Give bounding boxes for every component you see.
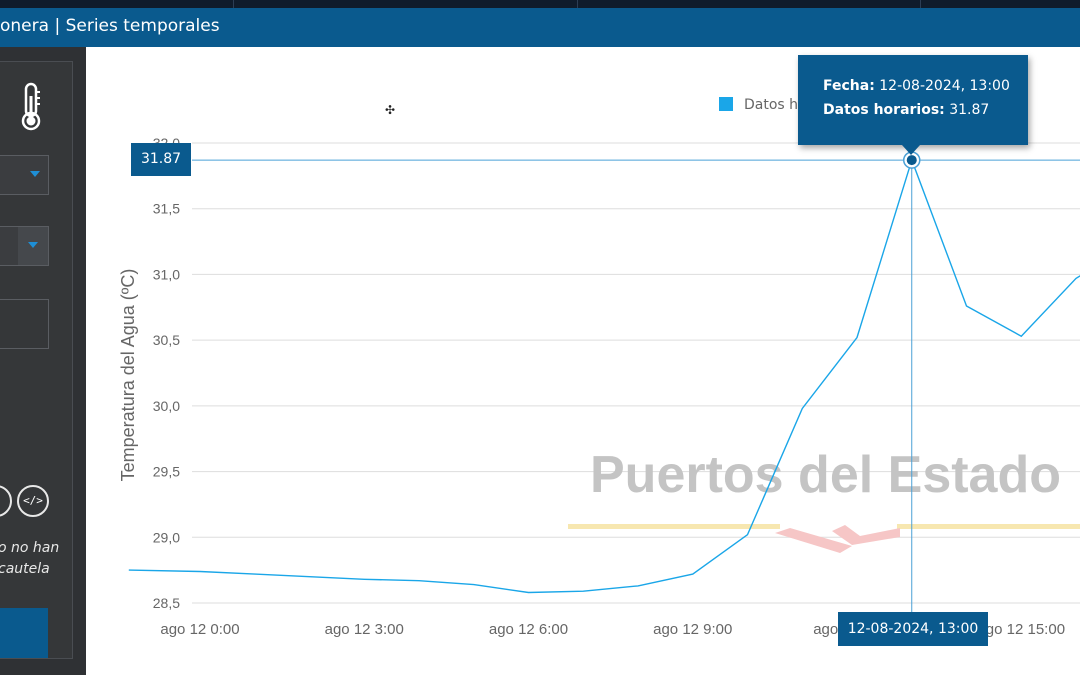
- top-strip-divider: [577, 0, 578, 8]
- thermometer-icon: [16, 82, 46, 136]
- tooltip-arrow: [902, 145, 920, 155]
- tooltip-date-value: 12-08-2024, 13:00: [879, 78, 1010, 94]
- title-bar: onera | Series temporales: [0, 8, 1080, 47]
- tooltip-date-label: Fecha:: [823, 78, 875, 94]
- y-crosshair-label: 31.87: [131, 143, 191, 176]
- legend-label: Datos h: [744, 97, 797, 113]
- chevron-down-icon: [30, 171, 40, 177]
- station-select[interactable]: [0, 155, 49, 195]
- tooltip-date-row: Fecha: 12-08-2024, 13:00: [823, 78, 1010, 94]
- y-tick-label: 30,0: [153, 398, 180, 414]
- y-tick-label: 30,5: [153, 332, 180, 348]
- tooltip-value-row: Datos horarios: 31.87: [823, 102, 989, 118]
- y-tick-label: 29,5: [153, 464, 180, 480]
- x-tick-label: ago 12 3:00: [325, 621, 404, 638]
- tooltip-series-label: Datos horarios:: [823, 102, 945, 118]
- x-tick-label: ago 12 0:00: [160, 621, 239, 638]
- top-strip-divider: [920, 0, 921, 8]
- y-tick-label: 31,0: [153, 266, 180, 282]
- watermark-text: Puertos del Estado: [590, 446, 1061, 504]
- notice-line-1: o no han: [0, 540, 60, 556]
- x-tick-label: ago 12 15:00: [977, 621, 1065, 638]
- watermark-bar: [897, 524, 1080, 529]
- top-strip-divider: [233, 0, 234, 8]
- series-line: [128, 157, 1080, 594]
- top-strip: [0, 0, 1080, 8]
- y-tick-label: 28,5: [153, 595, 180, 611]
- code-icon[interactable]: </>: [17, 485, 49, 517]
- x-crosshair-label: 12-08-2024, 13:00: [838, 612, 988, 646]
- y-axis-title: Temperatura del Agua (ºC): [118, 269, 138, 482]
- watermark-logo-icon: [775, 525, 900, 553]
- side-panel: ⚙ </> o no han cautela: [0, 47, 86, 675]
- hover-marker: [906, 155, 917, 166]
- chart-tooltip: Fecha: 12-08-2024, 13:00 Datos horarios:…: [798, 55, 1028, 155]
- y-tick-label: 31,5: [153, 201, 180, 217]
- x-tick-label: ago 12 6:00: [489, 621, 568, 638]
- tooltip-series-value: 31.87: [949, 102, 990, 118]
- side-panel-inner: ⚙ </> o no han cautela: [0, 61, 73, 659]
- chevron-down-icon: [28, 242, 38, 248]
- watermark-bar: [568, 524, 780, 529]
- page-title: onera | Series temporales: [0, 16, 220, 36]
- query-button[interactable]: [0, 608, 48, 658]
- legend-swatch: [719, 97, 733, 111]
- notice-line-2: cautela: [0, 561, 50, 577]
- variable-select[interactable]: [0, 226, 49, 266]
- legend[interactable]: Datos h: [719, 92, 797, 120]
- x-tick-label: ago 12 9:00: [653, 621, 732, 638]
- y-tick-label: 29,0: [153, 529, 180, 545]
- variable-select-button[interactable]: [18, 227, 48, 265]
- move-cursor-icon: ✣: [385, 103, 396, 117]
- date-field[interactable]: [0, 299, 49, 349]
